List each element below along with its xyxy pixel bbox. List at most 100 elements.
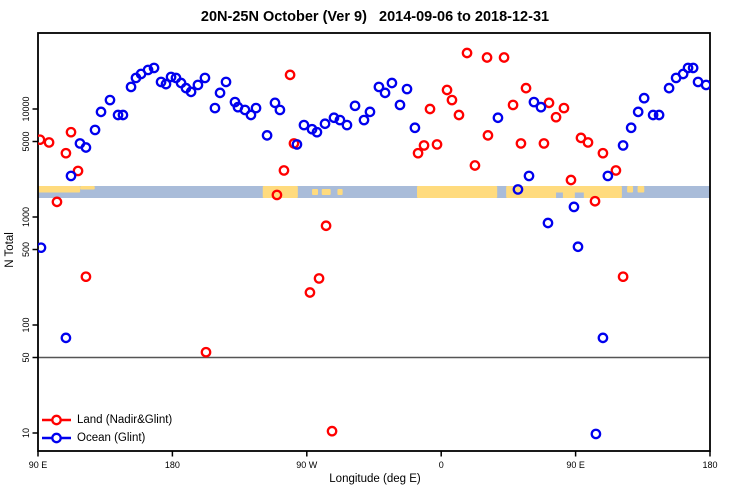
data-point-ocean [298, 119, 310, 131]
data-point-ocean [199, 72, 211, 84]
x-tick-label: 180 [165, 460, 180, 470]
data-point-land [575, 132, 587, 144]
data-point-ocean [250, 102, 262, 114]
data-point-ocean [117, 109, 129, 121]
data-point-land [453, 109, 465, 121]
data-point-ocean [568, 201, 580, 213]
data-point-ocean [687, 62, 699, 74]
y-tick-label: 5000 [21, 131, 31, 151]
data-point-ocean [632, 106, 644, 118]
data-point-ocean [311, 126, 323, 138]
data-point-land [278, 165, 290, 176]
data-point-land [481, 52, 493, 63]
data-point-ocean [341, 119, 353, 131]
data-point-land [543, 97, 555, 109]
y-tick-label: 1000 [21, 207, 31, 227]
data-point-ocean [700, 79, 710, 91]
map-band-land-segment [417, 186, 498, 198]
map-band-ocean-notch [574, 192, 584, 198]
data-point-ocean [261, 130, 273, 141]
data-point-ocean [160, 78, 172, 90]
data-point-land [469, 160, 481, 171]
data-point-ocean [572, 241, 584, 253]
data-point-land [418, 140, 430, 151]
data-point-land [43, 137, 55, 148]
data-point-ocean [334, 114, 346, 126]
data-point-ocean [358, 114, 370, 126]
data-point-ocean [653, 109, 665, 121]
data-point-land [72, 165, 84, 177]
map-band-land-segment [321, 189, 331, 195]
data-point-ocean [38, 242, 47, 254]
data-point-land [446, 94, 458, 106]
data-point-ocean [401, 83, 413, 95]
x-tick-label: 90 W [296, 460, 318, 470]
data-point-ocean [148, 62, 160, 74]
data-point-land [38, 134, 46, 146]
data-point-ocean [617, 140, 629, 151]
data-point-ocean [597, 332, 609, 344]
data-point-land [589, 195, 601, 207]
data-point-ocean [364, 106, 376, 118]
data-point-land [284, 69, 296, 81]
data-point-land [431, 139, 443, 150]
data-point-land [617, 271, 629, 283]
data-point-land [461, 47, 473, 59]
data-point-land [498, 52, 510, 63]
x-tick-label: 0 [439, 460, 444, 470]
data-point-land [271, 189, 283, 201]
series-land [38, 47, 629, 437]
data-point-land [582, 137, 594, 148]
data-point-ocean [112, 109, 124, 121]
y-tick-label: 10 [21, 428, 31, 438]
data-point-ocean [379, 87, 391, 99]
data-point-ocean [274, 104, 286, 116]
data-point-land [538, 138, 550, 149]
data-point-ocean [291, 139, 303, 150]
x-tick-label: 180 [702, 460, 717, 470]
data-point-land [558, 102, 570, 114]
y-tick-label: 50 [21, 353, 31, 363]
x-axis-title: Longitude (deg E) [329, 473, 421, 485]
data-point-ocean [220, 76, 232, 88]
data-point-ocean [523, 170, 535, 182]
data-point-land [51, 196, 63, 208]
data-point-ocean [409, 122, 421, 134]
map-band-land-segment [506, 186, 622, 198]
data-point-ocean [175, 77, 187, 89]
map-band [38, 186, 710, 198]
data-point-land [304, 287, 316, 298]
data-point-ocean [95, 106, 107, 118]
data-point-land [597, 147, 609, 159]
chart-title: 20N-25N October (Ver 9) 2014-09-06 to 20… [200, 9, 550, 25]
data-point-ocean [663, 82, 675, 94]
data-point-land [424, 103, 436, 115]
data-point-ocean [239, 104, 251, 116]
data-point-ocean [165, 71, 177, 83]
data-point-ocean [60, 332, 72, 344]
data-point-land [320, 220, 332, 232]
y-tick-label: 500 [21, 242, 31, 257]
data-point-ocean [349, 100, 361, 112]
data-point-land [200, 346, 212, 358]
x-tick-label: 90 E [566, 460, 585, 470]
data-point-ocean [269, 97, 281, 109]
legend-label-ocean: Ocean (Glint) [77, 432, 146, 444]
data-point-land [65, 126, 77, 138]
data-point-ocean [590, 428, 602, 440]
legend: Land (Nadir&Glint) Ocean (Glint) [41, 411, 172, 447]
data-point-ocean [528, 96, 540, 108]
data-point-ocean [682, 62, 694, 74]
data-point-ocean [328, 112, 340, 124]
data-point-land [482, 130, 494, 141]
data-point-ocean [625, 122, 637, 134]
data-point-ocean [512, 184, 524, 195]
legend-label-land: Land (Nadir&Glint) [77, 414, 173, 426]
legend-symbol-land-icon [42, 414, 71, 426]
data-point-ocean [492, 112, 504, 124]
data-point-ocean [373, 81, 385, 93]
x-tick-label: 90 E [29, 460, 48, 470]
data-point-land [550, 111, 562, 123]
data-point-land [610, 165, 622, 176]
